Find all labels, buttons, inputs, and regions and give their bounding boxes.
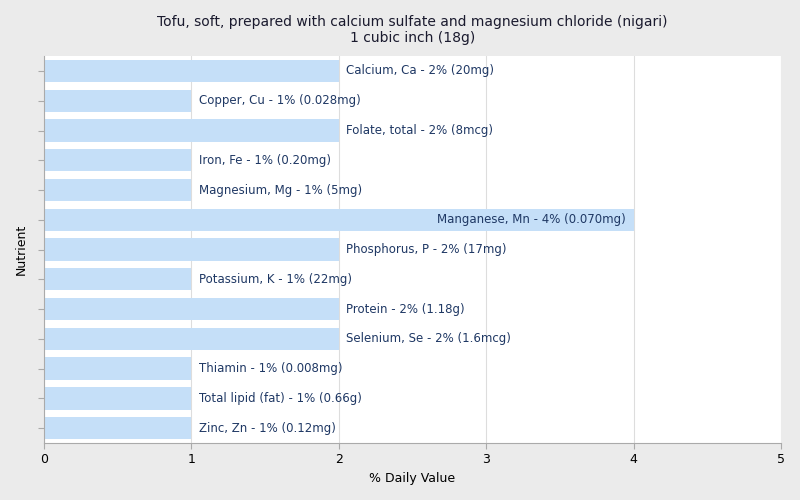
Bar: [44, 238, 338, 260]
Bar: [44, 149, 191, 172]
Bar: [44, 179, 191, 201]
Text: Selenium, Se - 2% (1.6mcg): Selenium, Se - 2% (1.6mcg): [346, 332, 511, 345]
Text: Thiamin - 1% (0.008mg): Thiamin - 1% (0.008mg): [198, 362, 342, 375]
Text: Iron, Fe - 1% (0.20mg): Iron, Fe - 1% (0.20mg): [198, 154, 330, 167]
Title: Tofu, soft, prepared with calcium sulfate and magnesium chloride (nigari)
1 cubi: Tofu, soft, prepared with calcium sulfat…: [158, 15, 668, 45]
Text: Calcium, Ca - 2% (20mg): Calcium, Ca - 2% (20mg): [346, 64, 494, 78]
Text: Magnesium, Mg - 1% (5mg): Magnesium, Mg - 1% (5mg): [198, 184, 362, 196]
Text: Potassium, K - 1% (22mg): Potassium, K - 1% (22mg): [198, 273, 352, 286]
Bar: [44, 328, 338, 350]
Bar: [44, 120, 338, 142]
Bar: [44, 298, 338, 320]
Bar: [44, 387, 191, 409]
X-axis label: % Daily Value: % Daily Value: [370, 472, 455, 485]
Y-axis label: Nutrient: Nutrient: [15, 224, 28, 275]
Bar: [44, 60, 338, 82]
Bar: [44, 417, 191, 440]
Bar: [44, 208, 634, 231]
Text: Copper, Cu - 1% (0.028mg): Copper, Cu - 1% (0.028mg): [198, 94, 361, 107]
Text: Protein - 2% (1.18g): Protein - 2% (1.18g): [346, 302, 465, 316]
Text: Folate, total - 2% (8mcg): Folate, total - 2% (8mcg): [346, 124, 493, 137]
Text: Zinc, Zn - 1% (0.12mg): Zinc, Zn - 1% (0.12mg): [198, 422, 336, 434]
Bar: [44, 90, 191, 112]
Bar: [44, 358, 191, 380]
Text: Manganese, Mn - 4% (0.070mg): Manganese, Mn - 4% (0.070mg): [438, 214, 626, 226]
Bar: [44, 268, 191, 290]
Text: Total lipid (fat) - 1% (0.66g): Total lipid (fat) - 1% (0.66g): [198, 392, 362, 405]
Text: Phosphorus, P - 2% (17mg): Phosphorus, P - 2% (17mg): [346, 243, 506, 256]
